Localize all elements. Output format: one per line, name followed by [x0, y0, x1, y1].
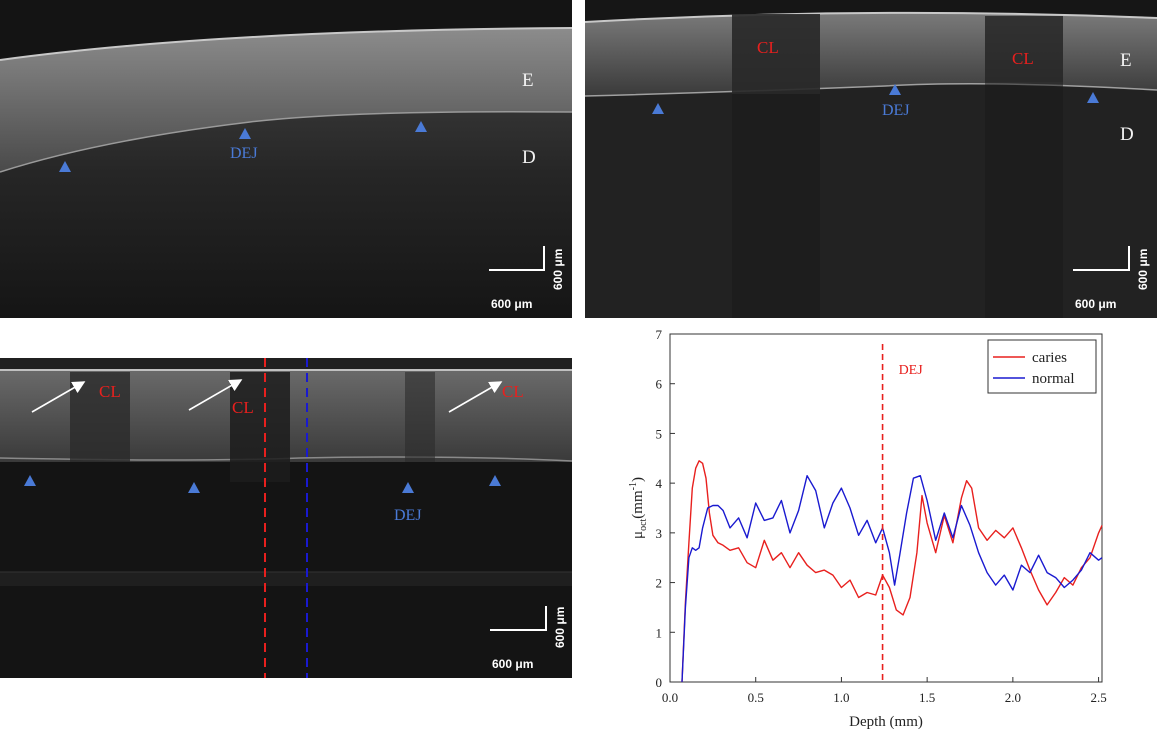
- dentin-label: D: [522, 147, 536, 168]
- scale-bar: [489, 246, 545, 271]
- x-tick-label: 1.0: [833, 690, 849, 705]
- dej-triangle-marker: [24, 475, 36, 486]
- arrow-icon: [188, 379, 243, 411]
- enamel-label: E: [522, 70, 534, 91]
- scale-bar-horizontal-label: 600 μm: [491, 297, 533, 311]
- dej-label: DEJ: [394, 507, 422, 524]
- y-tick-label: 0: [656, 675, 663, 690]
- scale-bar-horizontal-label: 600 μm: [492, 657, 534, 671]
- x-axis: 0.0 0.5 1.0 1.5 2.0 2.5: [662, 677, 1107, 705]
- x-tick-label: 1.5: [919, 690, 935, 705]
- dej-triangle-marker: [59, 161, 71, 172]
- enamel-label: E: [1120, 50, 1132, 71]
- series-line-caries: [681, 460, 1103, 683]
- caries-lesion-label: CL: [99, 382, 121, 401]
- dej-markers-a: [59, 121, 545, 271]
- attenuation-line-chart: 0 1 2 3 4 5 6 7 0.0 0.5 1.0 1.5 2.0 2.5 DEJ caries n…: [628, 327, 1107, 730]
- scale-bar-horizontal-label: 600 μm: [1075, 297, 1117, 311]
- dentin-label: D: [1120, 124, 1134, 145]
- legend-label-normal: normal: [1032, 371, 1075, 387]
- dej-triangle-marker: [239, 128, 251, 139]
- y-tick-label: 7: [656, 327, 663, 342]
- dej-triangle-marker: [188, 482, 200, 493]
- arrow-icon: [448, 381, 503, 413]
- caries-lesion-label: CL: [232, 398, 254, 417]
- series-group: [681, 460, 1103, 683]
- x-tick-label: 0.5: [748, 690, 764, 705]
- legend-label-caries: caries: [1032, 350, 1067, 366]
- x-tick-label: 0.0: [662, 690, 678, 705]
- dej-triangle-marker: [402, 482, 414, 493]
- y-tick-label: 1: [656, 625, 663, 640]
- x-tick-label: 2.0: [1005, 690, 1021, 705]
- x-axis-title: Depth (mm): [849, 714, 923, 730]
- oct-image-b: [585, 0, 1157, 318]
- y-tick-label: 5: [656, 426, 663, 441]
- y-tick-label: 2: [656, 576, 663, 591]
- scale-bar: [1073, 246, 1130, 271]
- x-tick-label: 2.5: [1090, 690, 1106, 705]
- caries-lesion-label: CL: [1012, 49, 1034, 68]
- y-tick-label: 3: [656, 526, 663, 541]
- dej-label: DEJ: [230, 145, 258, 162]
- scale-bar-vertical-label: 600 μm: [553, 606, 567, 648]
- oct-image-c: [0, 358, 572, 678]
- dej-triangle-marker: [415, 121, 427, 132]
- dej-triangle-marker: [889, 84, 901, 95]
- annotations-c: [24, 379, 547, 631]
- legend-box: [987, 339, 1097, 394]
- series-line-normal: [681, 474, 1103, 683]
- dej-label: DEJ: [882, 102, 910, 119]
- y-tick-label: 4: [656, 476, 663, 491]
- caries-lesion-label: CL: [502, 382, 524, 401]
- dej-triangle-marker: [1087, 92, 1099, 103]
- caries-lesion-label: CL: [757, 38, 779, 57]
- scale-bar: [490, 606, 547, 631]
- arrow-icon: [31, 381, 86, 413]
- dej-annotation: DEJ: [899, 363, 924, 378]
- oct-panel-b: CL CL E D DEJ 600 μm 600 μm: [585, 0, 1157, 318]
- scale-bar-vertical-label: 600 μm: [1136, 248, 1150, 290]
- dej-triangle-marker: [652, 103, 664, 114]
- oct-panel-c: CL CL CL DEJ 600 μm 600 μm: [0, 358, 572, 678]
- oct-panel-a: E D DEJ 600 μm 600 μm: [0, 0, 572, 318]
- y-axis-title: μoct(mm-1): [628, 477, 649, 539]
- y-axis: 0 1 2 3 4 5 6 7: [656, 327, 675, 690]
- dej-triangle-marker: [489, 475, 501, 486]
- legend: caries normal: [987, 339, 1097, 394]
- y-tick-label: 6: [656, 377, 663, 392]
- dej-markers-b: [652, 84, 1130, 271]
- scale-bar-vertical-label: 600 μm: [551, 248, 565, 290]
- oct-image-a: [0, 0, 572, 318]
